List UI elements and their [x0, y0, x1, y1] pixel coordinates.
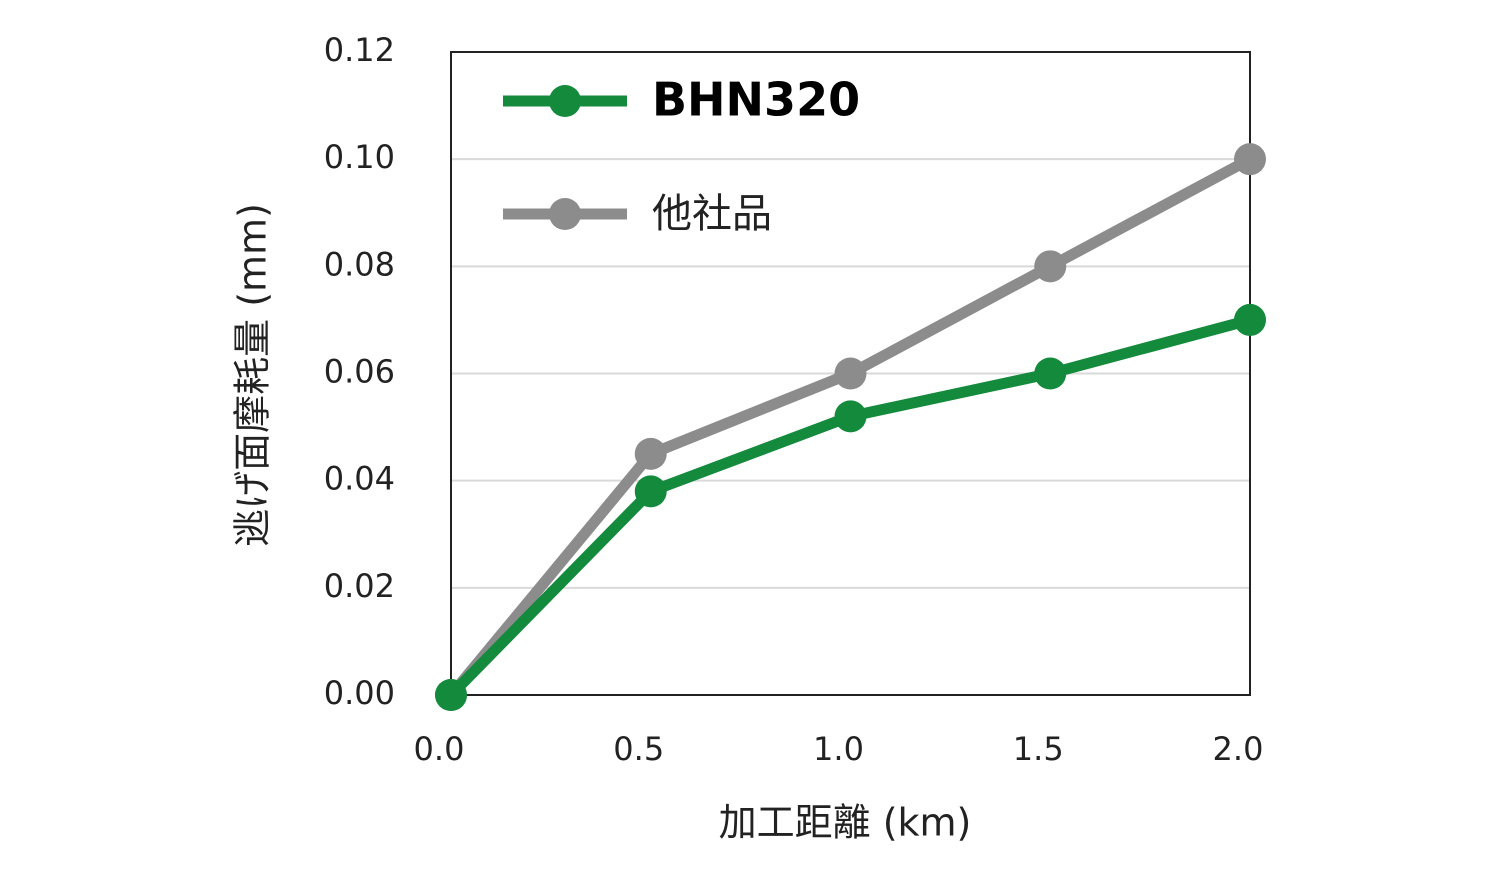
plot-border: [450, 51, 1251, 696]
x-tick-label: 1.5: [1013, 730, 1064, 768]
legend-label: 他社品: [652, 191, 772, 237]
y-tick-label: 0.10: [324, 138, 395, 176]
y-tick-label: 0.04: [324, 460, 395, 498]
x-tick-label: 0.0: [414, 730, 465, 768]
series-marker: [1034, 250, 1067, 283]
legend-marker: [549, 198, 581, 230]
x-tick-label: 2.0: [1213, 730, 1264, 768]
legend-marker: [549, 85, 581, 117]
legend-label: BHN320: [652, 73, 860, 127]
y-tick-label: 0.06: [324, 353, 395, 391]
series-marker: [1034, 357, 1067, 390]
y-axis-title: 逃げ面摩耗量 (mm): [231, 203, 275, 547]
y-tick-label: 0.02: [324, 567, 395, 605]
series-marker: [435, 679, 467, 711]
series-marker: [634, 475, 667, 508]
series-marker: [634, 437, 667, 470]
y-tick-label: 0.00: [324, 674, 395, 712]
series-marker: [1234, 303, 1266, 336]
y-tick-label: 0.12: [324, 31, 395, 69]
series-marker: [1234, 143, 1266, 176]
series-marker: [834, 400, 867, 433]
x-axis-title: 加工距離 (km): [719, 801, 972, 845]
x-tick-label: 0.5: [613, 730, 664, 768]
x-tick-label: 1.0: [813, 730, 864, 768]
y-tick-label: 0.08: [324, 245, 395, 283]
series-marker: [834, 357, 867, 390]
